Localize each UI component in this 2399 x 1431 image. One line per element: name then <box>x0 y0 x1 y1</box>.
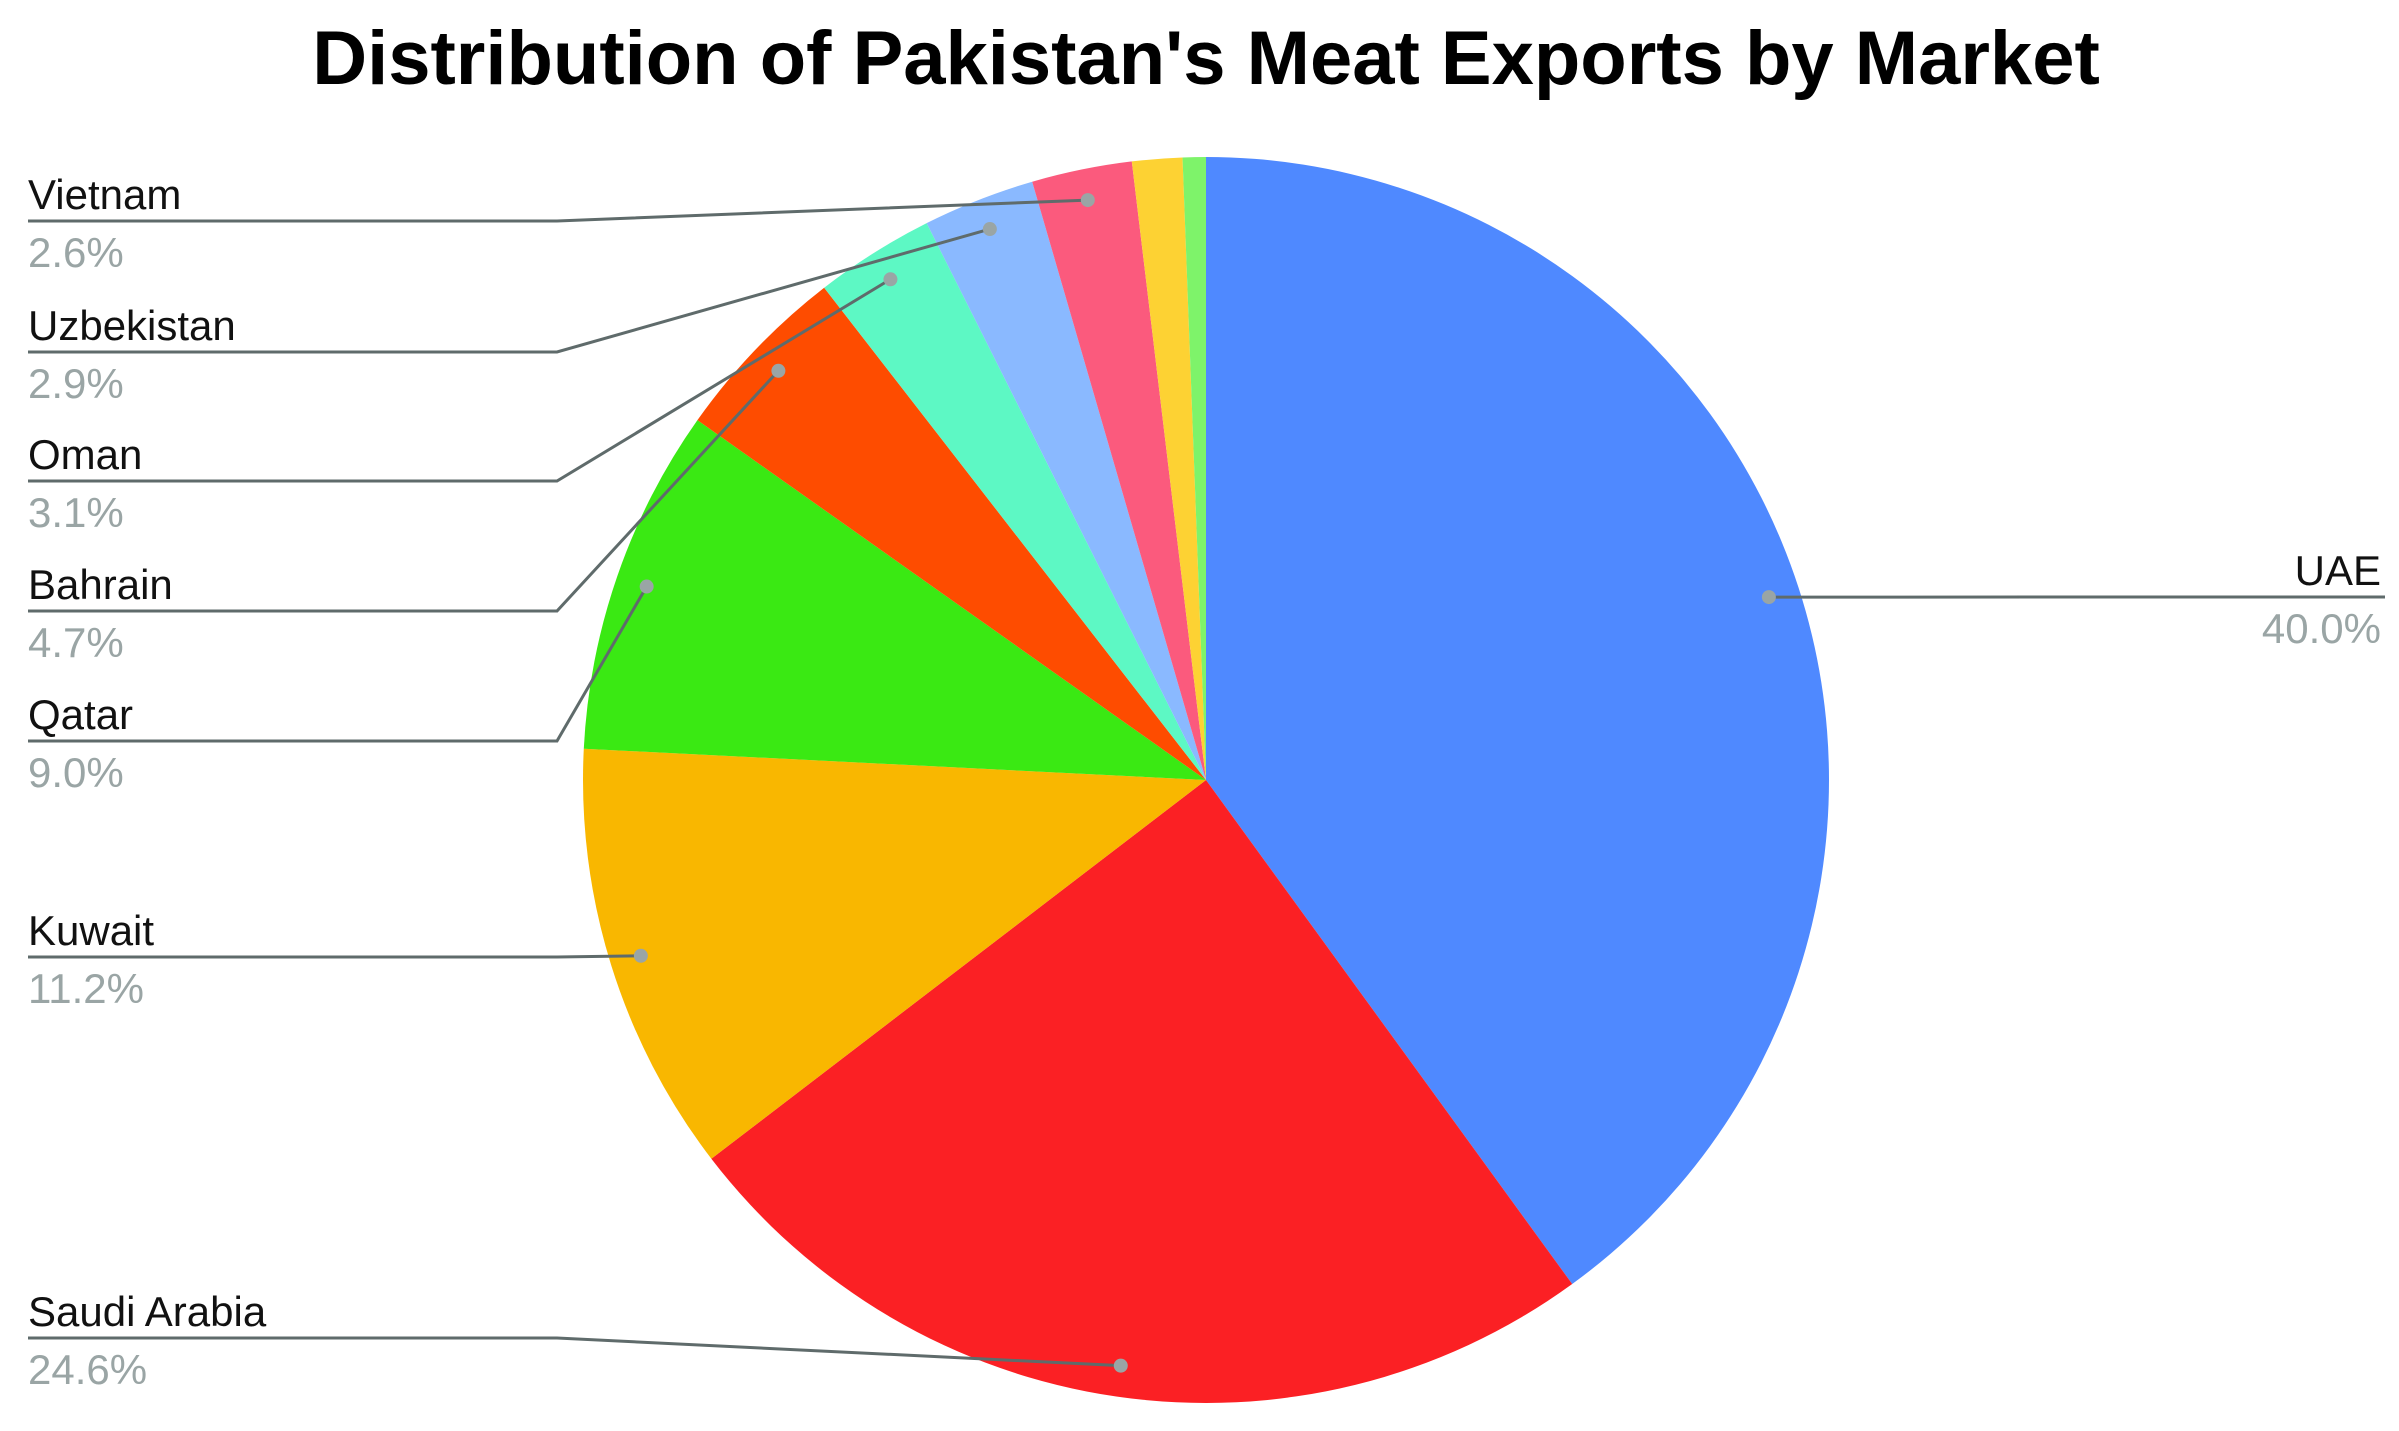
slice-value: 4.7% <box>28 619 124 666</box>
leader-line <box>28 198 1088 223</box>
slice-value: 11.2% <box>28 965 144 1012</box>
slice-label: Bahrain <box>28 561 173 608</box>
pie-slice <box>711 780 1573 1404</box>
pie-slice <box>1131 157 1206 781</box>
slice-label: Vietnam <box>28 171 181 218</box>
leader-line <box>28 585 648 743</box>
pie-slice <box>926 181 1206 780</box>
slice-label: Saudi Arabia <box>28 1288 267 1335</box>
leader-line <box>28 278 892 483</box>
leader-dot <box>982 222 997 237</box>
slice-value: 40.0% <box>2262 605 2381 652</box>
pie-slice <box>1032 161 1206 780</box>
leader-dot <box>771 363 786 378</box>
leader-dot <box>1080 193 1095 208</box>
slice-value: 3.1% <box>28 489 124 536</box>
slice-value: 2.6% <box>28 229 124 276</box>
pie-slice <box>1182 157 1206 780</box>
slice-label: UAE <box>2295 547 2381 594</box>
chart-title: Distribution of Pakistan's Meat Exports … <box>312 16 2100 101</box>
pie-slice <box>1206 157 1829 1285</box>
pie-slice <box>583 748 1206 1159</box>
slice-label: Kuwait <box>28 907 154 954</box>
pie-slice <box>583 420 1206 780</box>
slice-label: Qatar <box>28 691 133 738</box>
leader-dot <box>639 579 654 594</box>
leader-dot <box>1761 590 1776 605</box>
slice-value: 9.0% <box>28 749 124 796</box>
leader-dot <box>883 272 898 287</box>
slice-value: 2.9% <box>28 360 124 407</box>
leader-dot <box>633 948 648 963</box>
slice-value: 24.6% <box>28 1346 147 1393</box>
slice-label: Uzbekistan <box>28 302 236 349</box>
leader-line <box>28 227 991 354</box>
pie-slice <box>824 223 1206 781</box>
leader-line <box>28 1336 1121 1368</box>
leader-line <box>28 369 780 613</box>
leader-line <box>28 954 641 959</box>
slice-label: Oman <box>28 431 142 478</box>
leader-dot <box>1113 1358 1128 1373</box>
pie-slice <box>697 287 1206 780</box>
